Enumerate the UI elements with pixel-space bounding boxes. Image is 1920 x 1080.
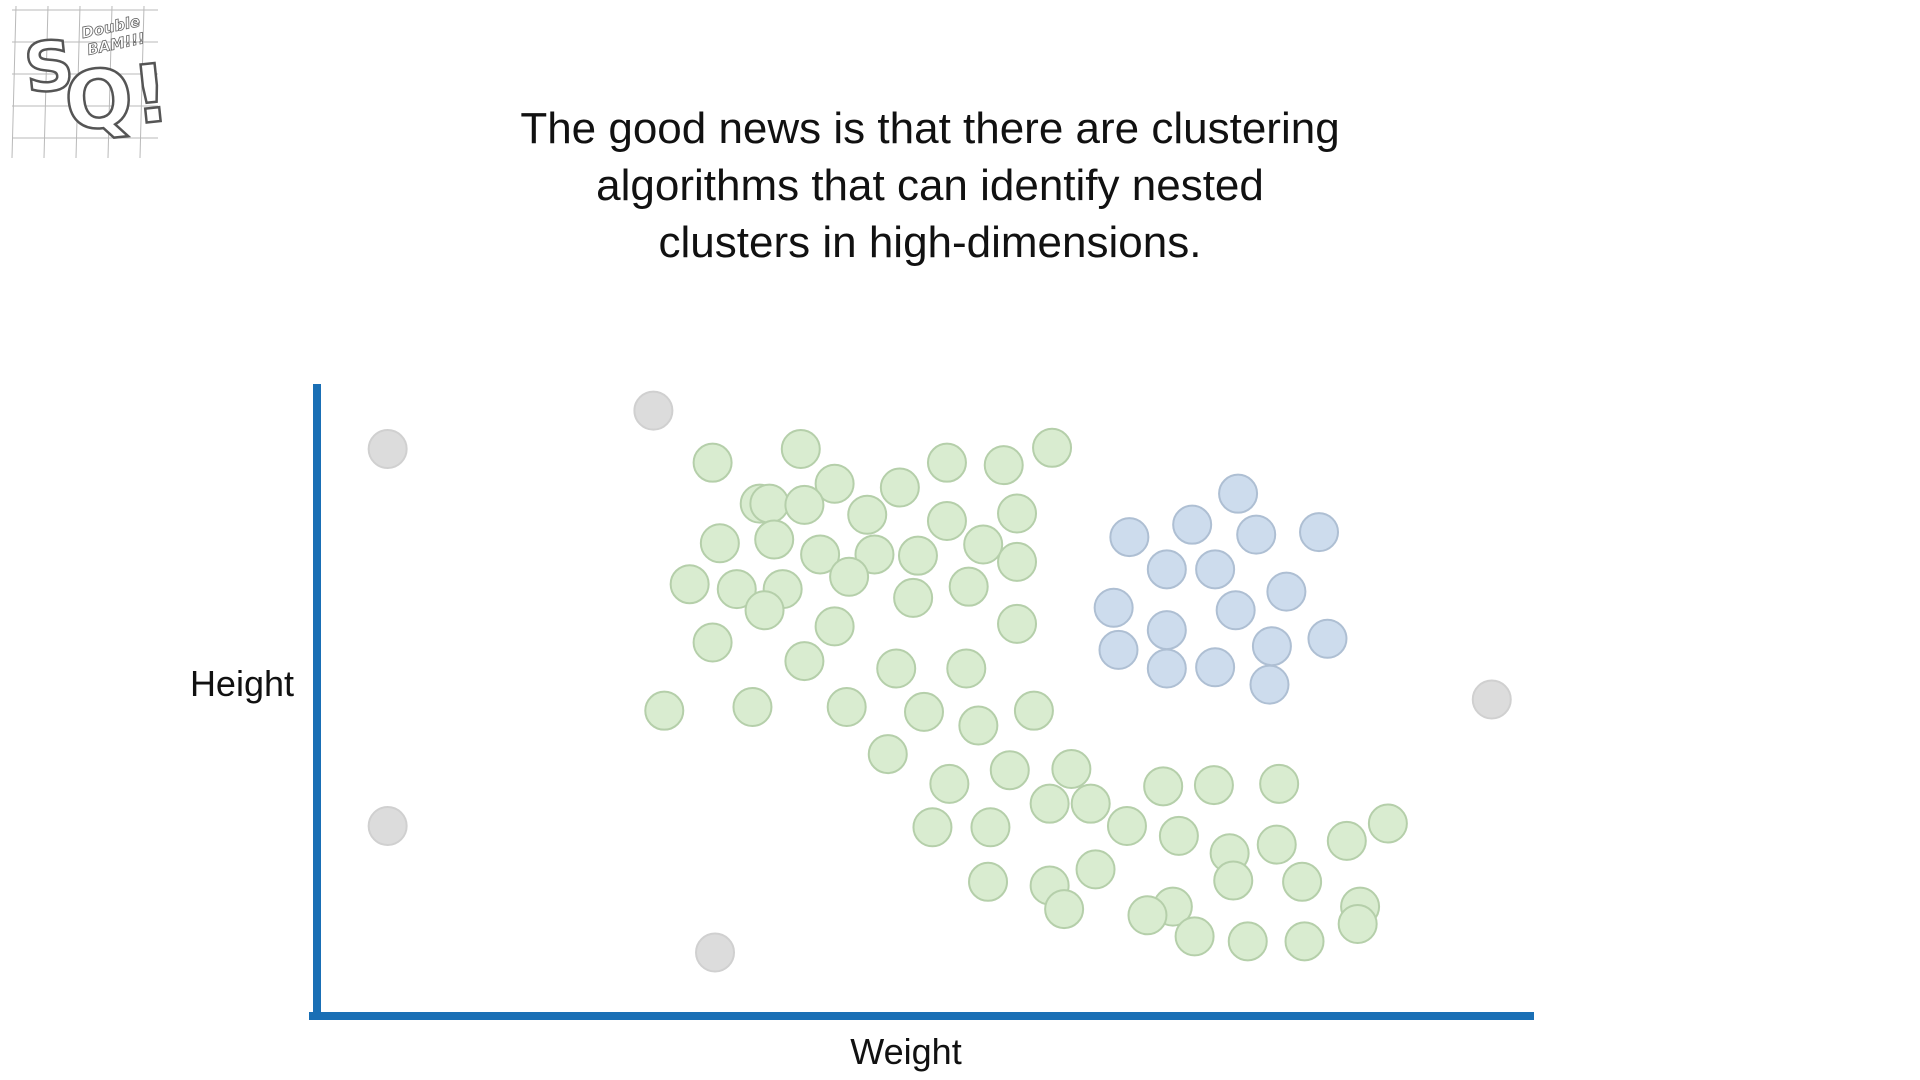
green-data-point xyxy=(749,483,790,524)
blue-data-point xyxy=(1266,571,1307,612)
green-data-point xyxy=(893,577,934,618)
gray-data-point xyxy=(695,932,736,973)
gray-data-point xyxy=(367,429,408,470)
green-data-point xyxy=(814,463,855,504)
green-data-point xyxy=(989,750,1030,791)
green-data-point xyxy=(867,734,908,775)
blue-data-point xyxy=(1146,610,1187,651)
green-data-point xyxy=(997,541,1038,582)
blue-data-point xyxy=(1195,647,1236,688)
gray-data-point xyxy=(1471,679,1512,720)
green-data-point xyxy=(754,519,795,560)
green-data-point xyxy=(732,686,773,727)
green-data-point xyxy=(1284,921,1325,962)
green-data-point xyxy=(1337,903,1378,944)
gray-data-point xyxy=(367,806,408,846)
green-data-point xyxy=(1106,806,1147,846)
green-data-point xyxy=(1367,803,1408,844)
green-data-point xyxy=(1143,766,1184,807)
blue-data-point xyxy=(1195,549,1236,590)
green-data-point xyxy=(847,494,888,535)
green-data-point xyxy=(829,556,870,597)
blue-data-point xyxy=(1251,626,1292,667)
green-data-point xyxy=(644,690,685,731)
green-data-point xyxy=(784,641,825,682)
green-data-point xyxy=(800,534,841,575)
logo-letter-s: S xyxy=(21,26,78,110)
blue-data-point xyxy=(1146,549,1187,590)
title-line-2: algorithms that can identify nested xyxy=(596,161,1264,210)
green-data-point xyxy=(968,861,1009,902)
green-data-point xyxy=(1326,820,1367,861)
x-axis-label: Weight xyxy=(850,1031,961,1072)
title-line-1: The good news is that there are clusteri… xyxy=(520,104,1340,153)
green-data-point xyxy=(958,705,999,746)
statquest-logo-icon: S Q! Double BAM!!! xyxy=(11,5,175,159)
green-data-point xyxy=(904,691,944,732)
green-data-point xyxy=(879,467,920,508)
green-data-point xyxy=(983,445,1024,486)
green-data-point xyxy=(946,648,987,689)
green-data-point xyxy=(1193,765,1234,806)
green-data-point xyxy=(1070,783,1111,824)
green-data-point xyxy=(814,606,855,647)
green-data-point xyxy=(854,534,895,575)
green-data-point xyxy=(692,622,733,663)
green-data-point xyxy=(744,590,785,631)
green-data-point xyxy=(699,523,740,564)
green-data-point xyxy=(716,569,757,610)
blue-data-point xyxy=(1299,512,1340,553)
green-data-point xyxy=(963,524,1004,565)
green-data-point xyxy=(1029,783,1070,824)
green-data-point xyxy=(1256,824,1297,865)
green-data-point xyxy=(669,564,710,605)
blue-data-point xyxy=(1215,590,1256,631)
blue-data-point xyxy=(1109,517,1150,558)
green-data-point xyxy=(1127,895,1168,936)
blue-data-point xyxy=(1172,504,1213,545)
green-data-point xyxy=(1282,861,1323,902)
blue-data-point xyxy=(1218,473,1259,514)
green-data-point xyxy=(997,603,1038,644)
green-data-point xyxy=(780,429,821,470)
green-data-point xyxy=(1259,763,1300,804)
green-data-point xyxy=(926,500,967,541)
blue-data-point xyxy=(1236,514,1277,555)
blue-data-point xyxy=(1307,618,1348,659)
green-data-point xyxy=(1032,427,1073,468)
points-layer xyxy=(367,390,1512,973)
logo-grid xyxy=(11,5,158,159)
green-data-point xyxy=(1044,889,1085,930)
green-data-point xyxy=(1227,921,1268,962)
green-data-point xyxy=(692,442,733,483)
y-axis-label: Height xyxy=(190,663,294,704)
green-data-point xyxy=(897,535,938,576)
slide-title: The good news is that there are clusteri… xyxy=(360,100,1500,271)
green-data-point xyxy=(1075,849,1116,890)
title-line-3: clusters in high-dimensions. xyxy=(658,218,1202,267)
green-data-point xyxy=(1051,748,1092,789)
green-data-point xyxy=(826,686,867,727)
blue-data-point xyxy=(1098,629,1139,670)
green-data-point xyxy=(929,763,970,804)
green-data-point xyxy=(784,484,825,525)
green-data-point xyxy=(1013,690,1054,731)
gray-data-point xyxy=(633,390,674,431)
green-data-point xyxy=(1213,860,1254,901)
green-data-point xyxy=(926,442,967,483)
logo-letter-q: Q! xyxy=(60,46,168,149)
blue-data-point xyxy=(1093,587,1134,628)
blue-data-point xyxy=(1249,664,1290,705)
statquest-logo: S Q! Double BAM!!! xyxy=(2,2,175,162)
green-data-point xyxy=(997,493,1038,534)
blue-data-point xyxy=(1146,648,1187,689)
green-data-point xyxy=(970,807,1011,848)
green-data-point xyxy=(912,807,953,848)
green-data-point xyxy=(1174,916,1215,957)
green-data-point xyxy=(1158,815,1199,856)
green-data-point xyxy=(948,566,989,607)
green-data-point xyxy=(876,648,917,689)
